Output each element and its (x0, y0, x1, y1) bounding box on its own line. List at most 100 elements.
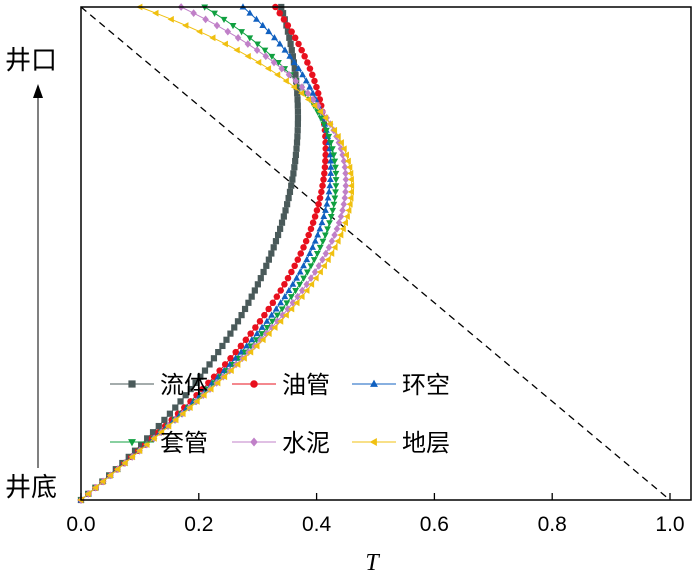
data-point (294, 292, 301, 301)
data-point (320, 212, 328, 220)
data-point (190, 9, 197, 18)
data-point (298, 293, 305, 301)
data-point (291, 164, 298, 171)
data-point (296, 268, 304, 275)
data-point (259, 21, 267, 28)
data-point (237, 342, 245, 350)
data-point (302, 77, 310, 84)
data-point (261, 47, 269, 54)
data-point (327, 157, 335, 164)
data-point (285, 194, 292, 202)
data-point (294, 133, 301, 140)
data-point (268, 53, 276, 61)
data-point (227, 330, 234, 337)
data-point (318, 188, 325, 196)
data-point (294, 127, 301, 134)
data-point (285, 286, 293, 293)
data-point (106, 471, 113, 479)
data-point (272, 305, 280, 312)
data-point (285, 70, 293, 79)
data-point (323, 200, 331, 207)
data-point (256, 318, 264, 325)
data-point (328, 146, 336, 153)
data-point (306, 249, 314, 256)
data-point (322, 157, 329, 165)
data-point (347, 176, 354, 183)
data-point (192, 379, 199, 387)
data-point (326, 181, 334, 189)
data-point (268, 318, 276, 326)
data-point (339, 151, 346, 159)
series-line (80, 6, 299, 501)
legend-marker (369, 438, 377, 446)
data-point (294, 96, 301, 103)
data-point (343, 213, 350, 220)
data-point (321, 232, 329, 239)
data-point (304, 96, 312, 103)
data-point (322, 249, 330, 258)
data-point (253, 329, 261, 337)
data-point (278, 306, 286, 313)
data-point (144, 435, 151, 442)
data-point (335, 218, 343, 227)
data-point (136, 447, 143, 455)
data-point (246, 9, 254, 16)
data-point (277, 317, 284, 325)
data-point (206, 361, 213, 368)
data-point (280, 213, 287, 220)
data-point (309, 71, 316, 79)
data-point (297, 250, 304, 257)
data-point (298, 83, 306, 91)
legend-entry: 流体 (110, 371, 208, 399)
data-point (248, 336, 256, 343)
data-point (263, 324, 271, 332)
data-point (327, 214, 335, 221)
data-point (209, 34, 216, 42)
data-point (325, 243, 333, 252)
data-point (328, 250, 335, 257)
data-point (281, 46, 289, 53)
data-point (334, 133, 341, 140)
legend-entry: 环空 (352, 371, 450, 399)
data-point (311, 213, 319, 220)
data-point (288, 47, 295, 54)
data-point (244, 52, 251, 60)
data-point (326, 175, 334, 183)
data-point (271, 34, 278, 41)
data-point (92, 484, 99, 492)
legend-label: 油管 (282, 371, 330, 399)
data-point (298, 46, 305, 54)
data-point (293, 274, 301, 281)
data-point (172, 416, 179, 424)
data-point (284, 28, 292, 35)
data-point (284, 274, 292, 282)
data-point (245, 299, 252, 306)
data-point (143, 441, 150, 448)
data-point (316, 268, 323, 276)
data-point (331, 195, 339, 202)
data-point (314, 90, 322, 97)
data-point (99, 478, 106, 485)
data-point (187, 385, 194, 393)
data-point (283, 300, 291, 307)
data-point (329, 207, 337, 215)
data-point (328, 237, 336, 246)
data-point (311, 102, 318, 110)
data-point (247, 330, 254, 337)
legend-entry: 油管 (232, 371, 330, 399)
data-point (291, 262, 298, 270)
data-point (331, 158, 339, 165)
data-point (269, 299, 277, 307)
data-point (294, 120, 301, 128)
data-point (177, 398, 184, 405)
data-point (330, 126, 338, 134)
data-point (312, 274, 319, 282)
series-line (80, 6, 327, 501)
data-point (342, 169, 349, 178)
data-point (342, 188, 349, 196)
data-point (294, 90, 301, 97)
data-point (282, 77, 289, 85)
data-point (220, 16, 228, 24)
data-point (319, 238, 327, 245)
data-point (342, 181, 350, 190)
